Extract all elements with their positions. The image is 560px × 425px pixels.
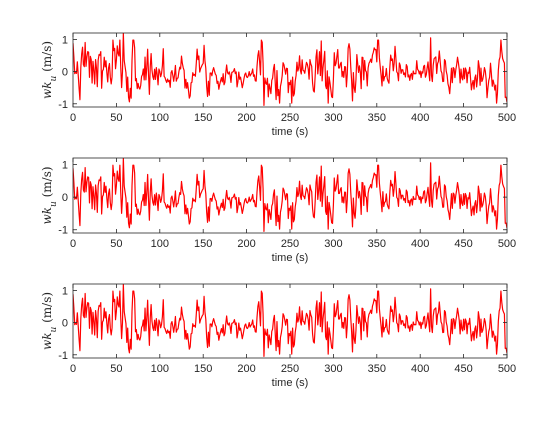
x-tick-label: 50 bbox=[110, 238, 122, 250]
y-tick-label: 0 bbox=[62, 67, 68, 79]
y-tick-label: 0 bbox=[62, 192, 68, 204]
x-axis-label: time (s) bbox=[272, 126, 309, 138]
axes-box-1 bbox=[72, 32, 508, 108]
x-tick-label: 200 bbox=[237, 363, 255, 375]
x-axis-label: time (s) bbox=[272, 377, 309, 389]
y-tick-label: 0 bbox=[62, 318, 68, 330]
y-tick-label: 1 bbox=[62, 34, 68, 46]
x-tick-label: 350 bbox=[368, 363, 386, 375]
x-tick-label: 100 bbox=[151, 363, 169, 375]
axes-box-3 bbox=[72, 283, 508, 359]
x-tick-label: 50 bbox=[110, 112, 122, 124]
axes-box-2 bbox=[72, 157, 508, 234]
x-tick-label: 0 bbox=[70, 363, 76, 375]
x-tick-label: 150 bbox=[194, 363, 212, 375]
x-tick-label: 100 bbox=[151, 238, 169, 250]
series-line-3 bbox=[73, 284, 507, 357]
x-tick-label: 100 bbox=[151, 112, 169, 124]
x-tick-label: 0 bbox=[70, 238, 76, 250]
x-tick-label: 150 bbox=[194, 238, 212, 250]
x-tick-label: 500 bbox=[498, 112, 516, 124]
x-tick-label: 200 bbox=[237, 238, 255, 250]
series-line-2 bbox=[73, 158, 507, 232]
x-tick-label: 300 bbox=[324, 112, 342, 124]
y-tick-label: -1 bbox=[58, 99, 68, 111]
x-tick-label: 250 bbox=[281, 363, 299, 375]
series-line-1 bbox=[73, 33, 507, 106]
x-tick-label: 350 bbox=[368, 238, 386, 250]
y-axis-label: wku (m/s) bbox=[40, 166, 59, 224]
y-tick-label: 1 bbox=[62, 160, 68, 172]
y-tick-label: 1 bbox=[62, 285, 68, 297]
y-axis-label: wku (m/s) bbox=[40, 41, 59, 99]
y-axis-label: wku (m/s) bbox=[40, 292, 59, 350]
x-tick-label: 0 bbox=[70, 112, 76, 124]
x-tick-label: 250 bbox=[281, 238, 299, 250]
x-tick-label: 500 bbox=[498, 238, 516, 250]
x-tick-label: 400 bbox=[411, 238, 429, 250]
y-tick-label: -1 bbox=[58, 350, 68, 362]
x-tick-label: 50 bbox=[110, 363, 122, 375]
x-tick-label: 500 bbox=[498, 363, 516, 375]
x-tick-label: 200 bbox=[237, 112, 255, 124]
x-tick-label: 300 bbox=[324, 238, 342, 250]
x-tick-label: 450 bbox=[454, 363, 472, 375]
x-tick-label: 400 bbox=[411, 363, 429, 375]
x-tick-label: 450 bbox=[454, 112, 472, 124]
y-tick-label: -1 bbox=[58, 225, 68, 237]
x-tick-label: 450 bbox=[454, 238, 472, 250]
x-tick-label: 300 bbox=[324, 363, 342, 375]
x-tick-label: 150 bbox=[194, 112, 212, 124]
x-tick-label: 250 bbox=[281, 112, 299, 124]
x-tick-label: 350 bbox=[368, 112, 386, 124]
x-tick-label: 400 bbox=[411, 112, 429, 124]
x-axis-label: time (s) bbox=[272, 252, 309, 264]
